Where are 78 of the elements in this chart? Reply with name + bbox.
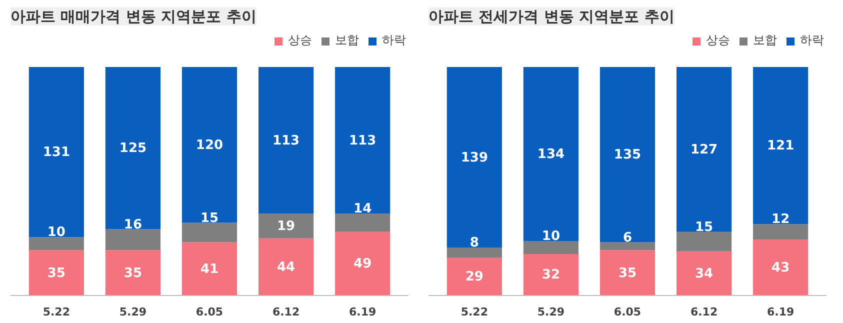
data-label: 15 (694, 220, 714, 235)
x-tick-label: 5.29 (537, 306, 565, 318)
data-label: 35 (618, 266, 637, 281)
data-label: 113 (349, 133, 376, 148)
data-label: 15 (200, 210, 219, 226)
x-tick-label: 6.12 (690, 306, 718, 318)
bar (182, 242, 238, 296)
bar (600, 67, 656, 242)
data-label: 127 (690, 142, 718, 158)
x-tick-label: 5.22 (460, 306, 488, 318)
bar (446, 67, 502, 248)
x-tick-label: 6.05 (196, 306, 224, 318)
data-label: 29 (465, 270, 484, 285)
legend-label: 상승 (706, 32, 730, 49)
legend-label: 보합 (335, 32, 359, 49)
bar (28, 250, 84, 296)
data-label: 134 (537, 147, 565, 162)
bar (335, 67, 390, 214)
data-label: 19 (276, 219, 296, 234)
data-label: 43 (772, 260, 790, 276)
data-label: 41 (200, 262, 219, 277)
data-label: 35 (124, 266, 142, 281)
data-label: 10 (47, 225, 66, 240)
data-label: 125 (119, 141, 147, 156)
data-label: 14 (354, 202, 372, 217)
chart-title: 아파트 전세가격 변동 지역분포 추이 (428, 8, 674, 26)
legend-label: 하락 (800, 32, 824, 49)
bar (335, 214, 390, 232)
bar (600, 250, 656, 296)
bar (28, 67, 84, 238)
data-label: 135 (614, 148, 642, 163)
data-label: 121 (767, 138, 794, 154)
bar (523, 240, 579, 254)
bar (676, 67, 732, 232)
data-label: 113 (272, 133, 300, 148)
data-label: 34 (694, 266, 714, 282)
data-label: 44 (276, 260, 296, 275)
bar (182, 222, 238, 242)
bar (600, 242, 656, 250)
data-label: 131 (42, 145, 70, 160)
bar (105, 67, 161, 230)
data-label: 139 (460, 150, 488, 166)
x-tick-label: 6.19 (767, 306, 794, 318)
x-tick-label: 6.19 (349, 306, 376, 318)
x-tick-label: 5.29 (119, 306, 147, 318)
bar (676, 232, 732, 252)
bar (753, 240, 808, 296)
legend-label: 상승 (288, 32, 312, 49)
legend-label: 보합 (753, 32, 777, 49)
bar (335, 232, 390, 296)
data-label: 12 (772, 212, 790, 228)
data-label: 120 (196, 138, 224, 153)
bar (258, 67, 314, 214)
chart-title: 아파트 매매가격 변동 지역분포 추이 (10, 8, 256, 26)
bar (523, 67, 579, 241)
data-label: 10 (542, 228, 560, 244)
data-label: 49 (354, 256, 372, 272)
data-label: 6 (622, 230, 632, 246)
bar (446, 258, 502, 296)
bar (523, 254, 579, 296)
x-tick-label: 6.05 (614, 306, 642, 318)
legend-label: 하락 (382, 32, 406, 49)
data-label: 32 (542, 268, 560, 283)
bar (105, 229, 161, 250)
bar (258, 214, 314, 238)
bar (182, 67, 238, 223)
bar (446, 247, 502, 258)
bar (28, 237, 84, 250)
x-tick-label: 6.12 (272, 306, 300, 318)
x-tick-label: 5.22 (42, 306, 70, 318)
bar (753, 67, 808, 224)
data-label: 16 (124, 217, 142, 232)
bar (753, 224, 808, 240)
data-label: 8 (470, 235, 479, 250)
data-label: 35 (47, 266, 66, 281)
bar (258, 238, 314, 296)
bar (676, 251, 732, 296)
bar (105, 250, 161, 296)
